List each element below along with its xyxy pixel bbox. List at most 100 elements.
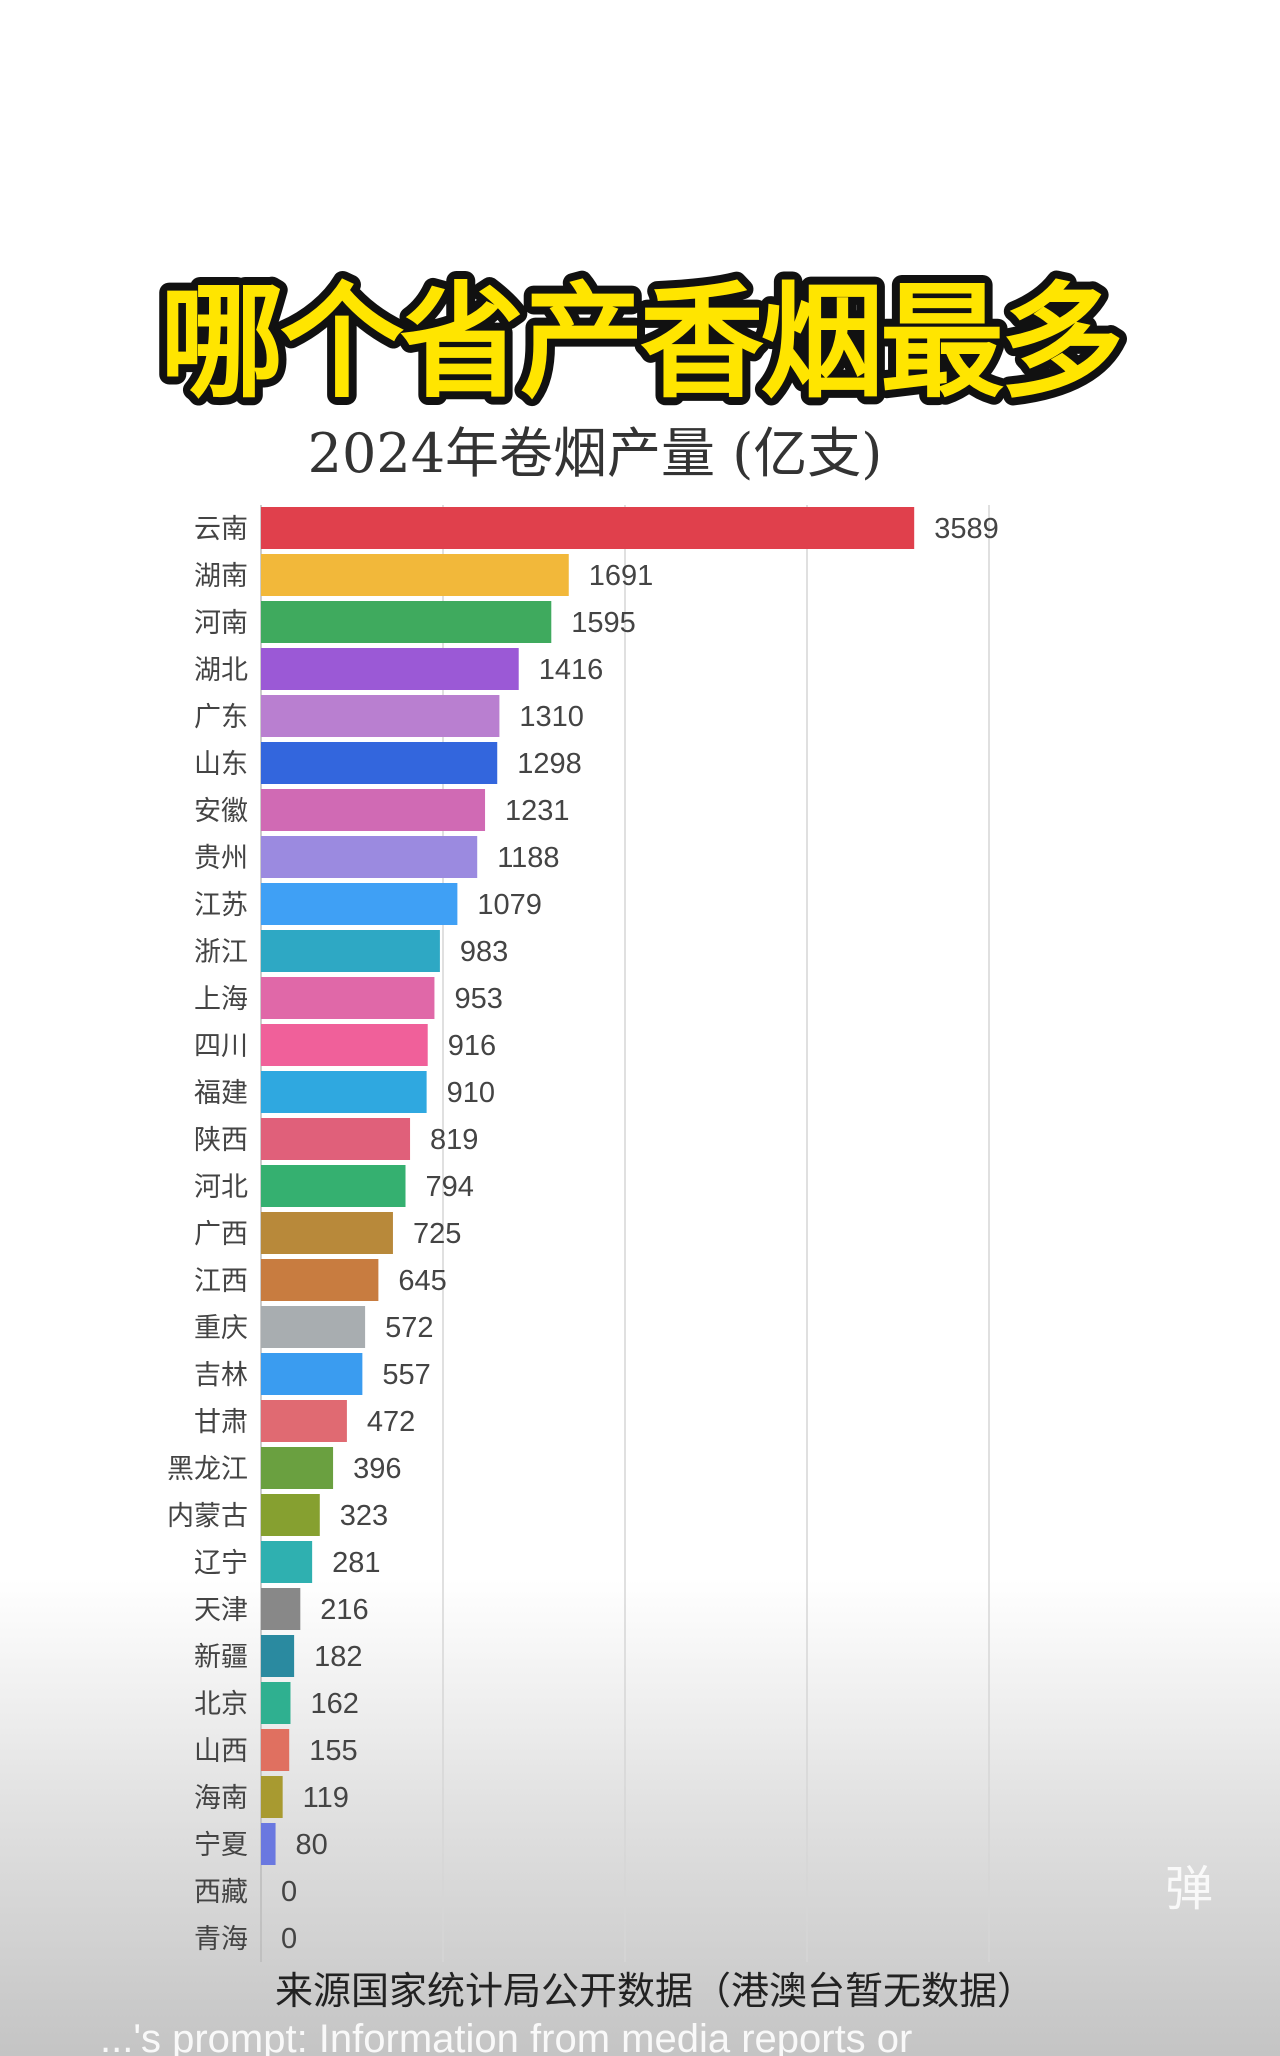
value-label: 0: [281, 1876, 297, 1908]
value-label: 119: [303, 1782, 349, 1814]
category-label: 湖北: [194, 655, 248, 686]
value-label: 557: [382, 1359, 430, 1391]
category-label: 江苏: [194, 890, 248, 921]
bar: [261, 1494, 320, 1536]
bar: [261, 1259, 379, 1301]
value-label: 155: [309, 1735, 357, 1767]
value-label: 953: [454, 983, 502, 1015]
value-label: 80: [296, 1829, 328, 1861]
bar: [261, 1212, 393, 1254]
value-label: 725: [413, 1218, 461, 1250]
category-label: 贵州: [194, 843, 248, 874]
bar: [261, 1024, 428, 1066]
bar: [261, 648, 519, 690]
value-label: 281: [332, 1547, 380, 1579]
value-label: 472: [367, 1406, 415, 1438]
bar: [261, 1400, 347, 1442]
category-label: 安徽: [194, 796, 248, 827]
bar: [261, 742, 498, 784]
bar: [261, 836, 478, 878]
value-label: 983: [460, 936, 508, 968]
category-label: 四川: [194, 1031, 248, 1062]
value-label: 1310: [519, 701, 584, 733]
value-label: 1079: [477, 889, 542, 921]
source-note: 来源国家统计局公开数据（港澳台暂无数据）: [275, 1969, 1035, 2013]
bar: [261, 789, 486, 831]
category-label: 海南: [194, 1783, 248, 1814]
category-label: 青海: [194, 1924, 248, 1955]
bar: [261, 554, 569, 596]
bar: [261, 695, 500, 737]
category-label: 天津: [194, 1595, 248, 1626]
bars: [261, 507, 915, 1865]
category-label: 吉林: [194, 1360, 248, 1391]
value-label: 1188: [497, 842, 559, 874]
category-label: 广东: [194, 702, 248, 733]
value-label: 3589: [934, 513, 999, 545]
bar: [261, 1306, 366, 1348]
bar: [261, 1588, 301, 1630]
value-label: 216: [320, 1594, 368, 1626]
bar: [261, 1165, 406, 1207]
overlay-caption: ...'s prompt: Information from media rep…: [100, 2017, 912, 2056]
value-label: 1416: [539, 654, 604, 686]
bar: [261, 1541, 313, 1583]
bar: [261, 930, 440, 972]
category-label: 福建: [194, 1078, 248, 1109]
chart-title: 2024年卷烟产量 (亿支): [308, 422, 883, 485]
category-label: 重庆: [194, 1313, 248, 1344]
category-label: 浙江: [194, 937, 248, 968]
value-labels: 3589 1691 1595 1416 1310 1298 1231 1188 1079 983 9…: [281, 513, 999, 1955]
value-label: 182: [314, 1641, 362, 1673]
bar: [261, 1118, 411, 1160]
value-label: 910: [447, 1077, 495, 1109]
bar: [261, 601, 552, 643]
category-label: 河南: [194, 608, 248, 639]
headline: 哪个省产香烟最多: [160, 271, 1120, 415]
category-label: 江西: [194, 1266, 248, 1297]
value-label: 819: [430, 1124, 478, 1156]
value-label: 1231: [505, 795, 570, 827]
value-label: 794: [426, 1171, 474, 1203]
category-label: 云南: [194, 514, 248, 545]
category-label: 河北: [194, 1172, 248, 1203]
category-label: 北京: [194, 1689, 248, 1720]
value-label: 162: [310, 1688, 358, 1720]
bar: [261, 883, 458, 925]
category-label: 山西: [194, 1736, 248, 1767]
bar: [261, 1353, 363, 1395]
value-label: 572: [385, 1312, 433, 1344]
category-label: 湖南: [194, 561, 248, 592]
category-label: 陕西: [194, 1125, 248, 1156]
value-label: 645: [398, 1265, 446, 1297]
bar: [261, 1776, 283, 1818]
category-label: 内蒙古: [167, 1501, 248, 1532]
category-label: 辽宁: [194, 1548, 248, 1579]
value-label: 1298: [517, 748, 582, 780]
category-label: 宁夏: [194, 1830, 248, 1861]
bar: [261, 507, 915, 549]
bar: [261, 1729, 290, 1771]
category-label: 西藏: [194, 1877, 248, 1908]
bar: [261, 1447, 334, 1489]
bar: [261, 1823, 276, 1865]
category-labels: 云南湖南河南湖北广东山东安徽贵州江苏浙江上海四川福建陕西河北广西江西重庆吉林甘肃…: [167, 514, 248, 1955]
category-label: 新疆: [194, 1642, 248, 1673]
category-label: 黑龙江: [167, 1454, 248, 1485]
bar: [261, 1071, 427, 1113]
category-label: 上海: [194, 984, 248, 1015]
value-label: 323: [340, 1500, 388, 1532]
danmaku-watermark: 弹: [1165, 1861, 1213, 1917]
value-label: 0: [281, 1923, 297, 1955]
bar: [261, 977, 435, 1019]
bar: [261, 1682, 291, 1724]
category-label: 广西: [194, 1219, 248, 1250]
category-label: 山东: [194, 749, 248, 780]
category-label: 甘肃: [194, 1407, 248, 1438]
value-label: 1595: [571, 607, 636, 639]
value-label: 396: [353, 1453, 401, 1485]
value-label: 916: [448, 1030, 496, 1062]
value-label: 1691: [589, 560, 654, 592]
bar: [261, 1635, 295, 1677]
